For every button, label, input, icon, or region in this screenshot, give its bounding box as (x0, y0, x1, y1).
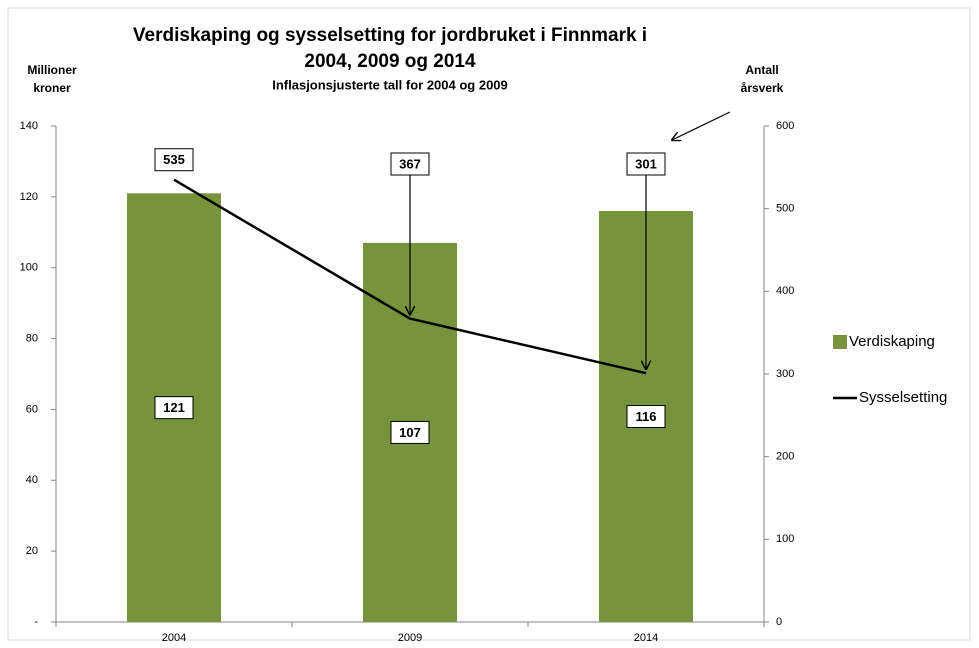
bar-value-label-box (626, 405, 666, 429)
legend-swatch (833, 335, 847, 349)
legend-label: Verdiskaping (849, 333, 935, 350)
line-value-label-box (390, 152, 430, 176)
y-tick-label: 80 (26, 332, 38, 344)
y2-axis-label: Antall (745, 63, 778, 77)
line-value-label: 367 (399, 156, 421, 171)
x-tick-label: 2009 (398, 632, 422, 644)
bar-value-label: 107 (399, 425, 421, 440)
bar-value-label-box (390, 420, 430, 444)
x-tick-label: 2004 (162, 632, 186, 644)
y-axis-label: Millioner (27, 63, 77, 77)
line-value-label: 301 (635, 156, 657, 171)
y2-tick-label: 500 (776, 203, 794, 215)
legend-label: Sysselsetting (859, 389, 947, 406)
y-tick-label: 140 (20, 120, 38, 132)
bar-value-label: 121 (163, 400, 185, 415)
chart-subtitle: Inflasjonsjusterte tall for 2004 og 2009 (272, 77, 508, 92)
annotation-arrow (672, 111, 731, 140)
line-value-label-box (154, 148, 194, 172)
chart-title: 2004, 2009 og 2014 (304, 51, 476, 72)
y2-tick-label: 200 (776, 451, 794, 463)
y-tick-label: - (34, 616, 38, 628)
line-value-label-box (626, 152, 666, 176)
y-tick-label: 20 (26, 545, 38, 557)
bar-value-label: 116 (636, 409, 657, 424)
y-tick-label: 40 (26, 474, 38, 486)
y2-axis-label: årsverk (741, 81, 784, 95)
line-value-label: 535 (163, 152, 185, 167)
line (173, 178, 647, 375)
y-tick-label: 100 (20, 262, 38, 274)
y-tick-label: 60 (26, 403, 38, 415)
x-tick-label: 2014 (634, 632, 658, 644)
chart-title: Verdiskaping og sysselsetting for jordbr… (133, 25, 647, 46)
y-axis-label: kroner (33, 81, 71, 95)
y2-tick-label: 600 (776, 120, 794, 132)
y2-tick-label: 0 (776, 616, 782, 628)
y2-tick-label: 100 (776, 533, 794, 545)
y2-tick-label: 400 (776, 285, 794, 297)
y-tick-label: 120 (20, 191, 38, 203)
bar-value-label-box (154, 396, 194, 420)
y2-tick-label: 300 (776, 368, 794, 380)
